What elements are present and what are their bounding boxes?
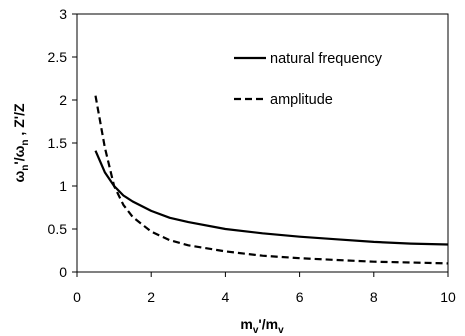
x-tick-label: 0: [73, 289, 81, 305]
x-tick-label: 8: [370, 289, 378, 305]
y-axis-title-p2: '/ω: [11, 145, 27, 164]
y-tick-label: 3: [59, 6, 67, 22]
x-tick-label: 6: [296, 289, 304, 305]
y-axis-title-p3: , Z'/Z: [11, 103, 27, 139]
y-axis-title-s1: n: [20, 165, 31, 171]
x-axis: 0 2 4 6 8 10: [73, 272, 456, 305]
x-axis-title: mv'/mv: [240, 316, 284, 336]
series-line-natural-frequency: [94, 150, 449, 246]
x-tick-label: 10: [440, 289, 456, 305]
y-axis: 0 0.5 1 1.5 2 2.5 3: [48, 6, 77, 280]
series-layer: [94, 95, 449, 265]
legend-label-amplitude: amplitude: [270, 92, 333, 108]
x-axis-title-base: m: [240, 316, 252, 332]
legend-label-natural-frequency: natural frequency: [270, 51, 383, 67]
y-axis-title-s2: n: [20, 139, 31, 145]
x-tick-label: 4: [222, 289, 230, 305]
x-tick-label: 2: [147, 289, 155, 305]
x-axis-title-mid: '/m: [258, 316, 278, 332]
y-tick-label: 2.5: [48, 49, 68, 65]
y-tick-label: 1.5: [48, 135, 68, 151]
y-tick-label: 0: [59, 264, 67, 280]
y-tick-label: 0.5: [48, 221, 68, 237]
x-axis-title-sub2: v: [278, 325, 284, 336]
series-line-amplitude: [94, 95, 449, 265]
y-axis-title-p1: ω: [11, 171, 27, 183]
y-axis-title: ωn'/ωn , Z'/Z: [11, 103, 31, 183]
y-tick-label: 1: [59, 178, 67, 194]
legend: natural frequency amplitude: [234, 51, 383, 108]
x-axis-title-sub: v: [253, 325, 259, 336]
y-tick-label: 2: [59, 92, 67, 108]
